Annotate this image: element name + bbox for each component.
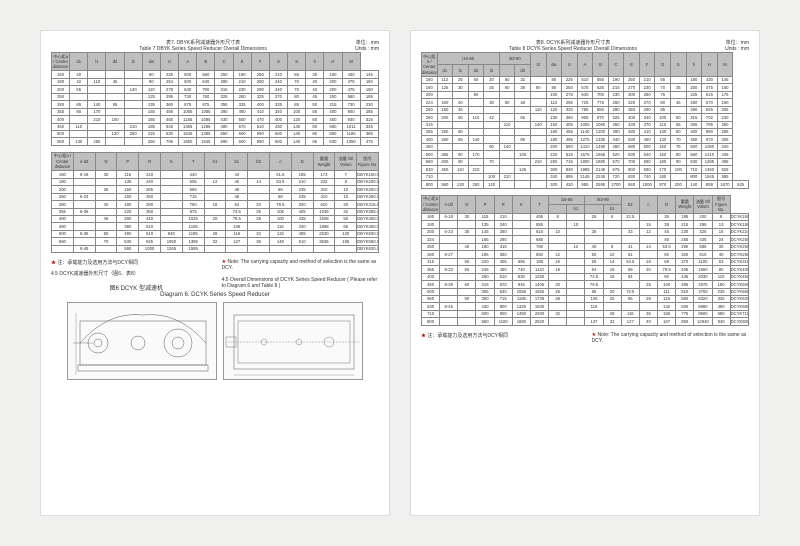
table8-title-row: 表8. DCYK系列减速器外形尺寸表 Table 8 DCYK Series S… xyxy=(421,39,749,52)
diagram-en: Diagram 6. DCYK Series Speed Reducer xyxy=(51,292,379,298)
star-icon: ★ xyxy=(51,260,56,266)
table7-title-cn: 表7. DBYK系列减速器外形尺寸表 xyxy=(51,39,355,46)
table8-title-cn: 表8. DCYK系列减速器外形尺寸表 xyxy=(421,39,725,46)
th-group-b: i63-90 xyxy=(499,53,530,65)
note-cn: 注：承载能力及选用方法与DCY相同 xyxy=(57,260,138,266)
note-cn-r: 注：承载能力及选用方法与DCY相同 xyxy=(427,333,508,339)
table7b: 中心距a / Center distancen-d3NPRKTh1b1b2cD重… xyxy=(51,152,379,253)
units-cn: 单位：mm xyxy=(725,39,749,46)
th-group-a: i16-56 xyxy=(437,53,499,65)
table7-title-row: 表7. DBYK系列减速器外形尺寸表 Table 7 DBYK Series S… xyxy=(51,39,379,52)
note-left: ★ 注：承载能力及选用方法与DCY相同 ★ Note: The carrying… xyxy=(51,259,379,266)
units-en: Units : mm xyxy=(355,46,379,52)
sec45-en: 4.5 Overall Dimensions of DCYK Series Sp… xyxy=(222,277,379,289)
note-en: Note: The carrying capacity and method o… xyxy=(222,259,377,271)
diagram-area xyxy=(51,302,379,380)
note-en-r: Note: The carrying capacity and method o… xyxy=(592,332,747,344)
left-page: 表7. DBYK系列减速器外形尺寸表 Table 7 DBYK Series S… xyxy=(40,30,390,516)
star-icon: ★ xyxy=(421,333,426,339)
diagram-side-view xyxy=(67,302,217,380)
th-center-dist: 中心距a / Center distance xyxy=(422,53,438,77)
table7-title-en: Table 7 DBYK Series Speed Reducer Overal… xyxy=(51,46,355,52)
table7a: 中心距a / Center distanced1l1d2l2dwUABCEFGS… xyxy=(51,52,379,146)
th-group-a2: i16-56 xyxy=(549,195,585,204)
units-en: Units : mm xyxy=(725,46,749,52)
units-cn: 单位：mm xyxy=(355,39,379,46)
th-group-b2: i63-90 xyxy=(585,195,621,204)
section-45: 4.5 DCYK减速器外形尺寸（图6、表8） 4.5 Overall Dimen… xyxy=(51,270,379,277)
note-right: ★ 注：承载能力及选用方法与DCY相同 ★ Note: The carrying… xyxy=(421,332,749,339)
table8a: 中心距a / Center distance i16-56 i63-90 l3 … xyxy=(421,52,749,189)
table8b: 中心距a / Center distance n-d3 N P R K T i1… xyxy=(421,195,749,326)
sec45-cn: 4.5 DCYK减速器外形尺寸（图6、表8） xyxy=(51,271,139,277)
diagram-top-view xyxy=(223,302,363,380)
right-page: 表8. DCYK系列减速器外形尺寸表 Table 8 DCYK Series S… xyxy=(410,30,760,516)
table8-title-en: Table 8 DCYK Series Speed Reducer Overal… xyxy=(421,46,725,52)
